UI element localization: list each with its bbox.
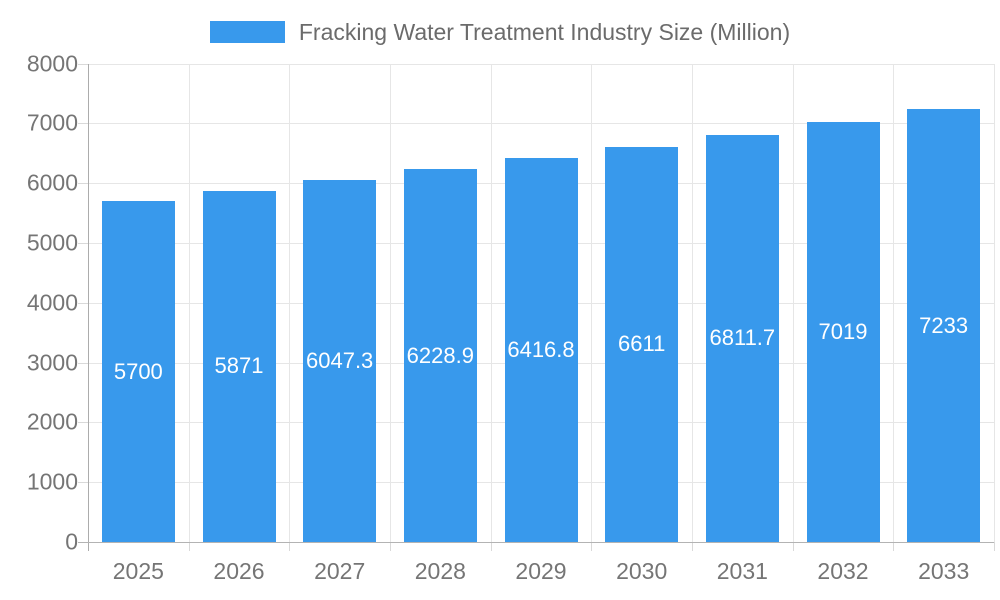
x-axis-tick-label: 2031	[716, 558, 768, 584]
x-axis-line	[78, 542, 994, 543]
bar[interactable]	[605, 146, 679, 542]
bar-value-label: 6047.3	[306, 348, 374, 374]
bar-value-label: 5700	[113, 358, 163, 384]
y-axis-tick-label: 0	[65, 528, 78, 555]
x-axis-tick	[591, 542, 593, 551]
y-axis-tick	[78, 63, 88, 65]
x-axis-tick	[994, 542, 995, 551]
x-gridline	[490, 63, 492, 542]
y-axis-tick	[78, 302, 88, 304]
x-gridline	[994, 63, 995, 542]
bar[interactable]	[907, 109, 981, 542]
y-axis-tick-label: 8000	[26, 50, 78, 76]
y-axis-tick	[78, 242, 88, 244]
x-axis-tick-label: 2032	[817, 558, 869, 584]
x-axis-tick	[490, 542, 492, 551]
legend-label: Fracking Water Treatment Industry Size (…	[298, 18, 791, 45]
x-gridline	[893, 63, 895, 542]
x-axis-tick	[289, 542, 291, 551]
x-gridline	[390, 63, 391, 542]
x-axis-tick-label: 2029	[515, 558, 567, 584]
bar[interactable]	[806, 122, 880, 542]
x-axis-tick-label: 2026	[213, 558, 265, 584]
y-axis-tick	[78, 183, 88, 185]
x-axis-tick	[893, 542, 895, 551]
y-axis-tick-label: 7000	[26, 109, 78, 136]
bar[interactable]	[101, 201, 175, 542]
bar[interactable]	[504, 158, 578, 542]
x-gridline	[289, 63, 291, 542]
x-gridline	[792, 63, 794, 542]
y-axis-tick	[78, 422, 88, 424]
bar[interactable]	[303, 180, 377, 542]
x-axis-tick-label: 2027	[314, 558, 366, 584]
x-axis-tick-label: 2028	[414, 558, 466, 584]
y-axis-tick-label: 6000	[26, 169, 78, 196]
y-axis-tick	[78, 482, 88, 484]
bar-value-label: 7233	[919, 312, 969, 338]
x-gridline	[591, 63, 593, 542]
bar-value-label: 7019	[818, 319, 868, 345]
y-gridline	[88, 63, 994, 65]
bar-value-label: 6611	[618, 331, 666, 357]
bar-value-label: 5871	[214, 353, 264, 379]
bar-value-label: 6416.8	[507, 337, 575, 363]
x-gridline	[188, 63, 190, 542]
bar[interactable]	[202, 190, 276, 542]
x-axis-tick-label: 2033	[918, 558, 970, 584]
bar-value-label: 6228.9	[406, 342, 474, 368]
y-axis-tick-label: 1000	[26, 468, 78, 495]
legend[interactable]: Fracking Water Treatment Industry Size (…	[0, 18, 1000, 46]
bar[interactable]	[403, 169, 477, 542]
x-axis-tick	[390, 542, 391, 551]
bar-value-label: 6811.7	[709, 325, 776, 351]
x-axis-tick-label: 2030	[616, 558, 668, 584]
legend-swatch-icon	[209, 21, 285, 43]
y-axis-tick-label: 2000	[26, 408, 78, 435]
x-axis-tick	[692, 542, 693, 551]
x-axis-tick	[792, 542, 794, 551]
y-axis-line	[88, 63, 89, 551]
x-axis-tick-label: 2025	[112, 558, 164, 584]
x-axis-tick	[188, 542, 190, 551]
y-axis-tick-label: 4000	[26, 289, 78, 316]
y-gridline	[88, 123, 994, 125]
x-gridline	[692, 63, 693, 542]
y-axis-tick	[78, 123, 88, 125]
y-axis-tick-label: 3000	[26, 349, 78, 376]
bar[interactable]	[705, 134, 779, 542]
y-axis-tick-label: 5000	[26, 229, 78, 256]
y-axis-tick	[78, 362, 88, 364]
